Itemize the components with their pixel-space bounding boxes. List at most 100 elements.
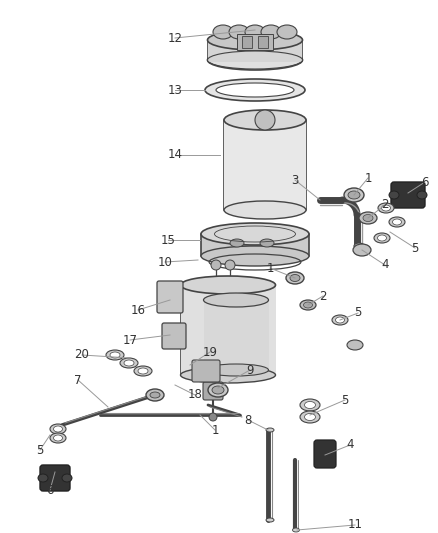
Ellipse shape	[389, 217, 405, 227]
Text: 18: 18	[187, 389, 202, 401]
FancyBboxPatch shape	[162, 323, 186, 349]
Ellipse shape	[201, 223, 309, 245]
Ellipse shape	[260, 239, 274, 247]
Ellipse shape	[266, 428, 274, 432]
Ellipse shape	[300, 399, 320, 411]
Text: 3: 3	[291, 174, 299, 187]
Ellipse shape	[208, 383, 228, 397]
Ellipse shape	[150, 392, 160, 398]
Text: 16: 16	[131, 303, 145, 317]
FancyBboxPatch shape	[314, 440, 336, 468]
Ellipse shape	[304, 414, 315, 421]
Bar	[224, 120, 306, 210]
Ellipse shape	[224, 201, 306, 219]
Ellipse shape	[38, 474, 48, 482]
Circle shape	[225, 260, 235, 270]
Bar	[258, 36, 268, 48]
Text: 5: 5	[354, 306, 362, 319]
Text: 2: 2	[319, 289, 327, 303]
Text: 1: 1	[364, 172, 372, 184]
Ellipse shape	[50, 424, 66, 434]
Ellipse shape	[336, 317, 345, 323]
Ellipse shape	[62, 474, 72, 482]
FancyBboxPatch shape	[192, 360, 220, 382]
Ellipse shape	[348, 191, 360, 199]
Ellipse shape	[110, 352, 120, 358]
Ellipse shape	[354, 243, 364, 249]
Ellipse shape	[224, 110, 306, 130]
Ellipse shape	[266, 518, 274, 522]
Ellipse shape	[300, 300, 316, 310]
Ellipse shape	[300, 411, 320, 423]
Ellipse shape	[378, 235, 386, 241]
Text: 10: 10	[158, 255, 173, 269]
Ellipse shape	[212, 386, 224, 394]
Ellipse shape	[204, 364, 268, 376]
Ellipse shape	[277, 25, 297, 39]
Text: 1: 1	[266, 262, 274, 274]
Ellipse shape	[134, 366, 152, 376]
Ellipse shape	[205, 79, 305, 101]
Ellipse shape	[374, 233, 390, 243]
Ellipse shape	[146, 389, 164, 401]
Bar	[181, 285, 276, 375]
Ellipse shape	[216, 83, 294, 97]
Circle shape	[211, 260, 221, 270]
Ellipse shape	[286, 272, 304, 284]
FancyBboxPatch shape	[391, 182, 425, 208]
Ellipse shape	[417, 191, 427, 199]
Text: 5: 5	[341, 393, 349, 407]
Ellipse shape	[245, 25, 265, 39]
Text: 17: 17	[123, 334, 138, 346]
Ellipse shape	[180, 367, 276, 383]
Text: 8: 8	[244, 414, 252, 426]
FancyBboxPatch shape	[40, 465, 70, 491]
Text: 5: 5	[411, 241, 419, 254]
Ellipse shape	[204, 293, 268, 307]
Ellipse shape	[347, 340, 363, 350]
FancyBboxPatch shape	[157, 281, 183, 313]
Ellipse shape	[120, 358, 138, 368]
Ellipse shape	[378, 203, 394, 213]
Ellipse shape	[50, 433, 66, 443]
Circle shape	[209, 413, 217, 421]
Text: 2: 2	[381, 198, 389, 212]
Bar	[201, 234, 309, 256]
Ellipse shape	[344, 188, 364, 202]
Ellipse shape	[290, 274, 300, 281]
Text: 14: 14	[167, 149, 183, 161]
Text: 9: 9	[246, 364, 254, 376]
Ellipse shape	[208, 50, 303, 70]
Ellipse shape	[293, 528, 300, 532]
Text: 6: 6	[421, 175, 429, 189]
Bar	[208, 40, 302, 62]
Ellipse shape	[124, 360, 134, 366]
Ellipse shape	[138, 368, 148, 374]
Text: 6: 6	[46, 483, 54, 497]
Ellipse shape	[201, 246, 309, 266]
FancyBboxPatch shape	[203, 382, 223, 400]
Bar	[204, 300, 269, 370]
Ellipse shape	[381, 205, 391, 211]
Text: 19: 19	[202, 345, 218, 359]
Ellipse shape	[180, 276, 276, 294]
Bar	[237, 34, 273, 50]
Ellipse shape	[261, 25, 281, 39]
Ellipse shape	[332, 315, 348, 325]
Text: 20: 20	[74, 349, 89, 361]
Ellipse shape	[229, 25, 249, 39]
Text: 12: 12	[167, 31, 183, 44]
Ellipse shape	[53, 426, 63, 432]
Ellipse shape	[304, 302, 312, 308]
Ellipse shape	[353, 244, 371, 256]
Ellipse shape	[213, 25, 233, 39]
Text: 4: 4	[381, 259, 389, 271]
Ellipse shape	[359, 212, 377, 224]
Ellipse shape	[230, 239, 244, 247]
Text: 13: 13	[168, 84, 183, 96]
Bar	[242, 36, 252, 48]
Ellipse shape	[392, 219, 402, 225]
Text: 11: 11	[347, 519, 363, 531]
Text: 7: 7	[74, 374, 82, 386]
Ellipse shape	[106, 350, 124, 360]
